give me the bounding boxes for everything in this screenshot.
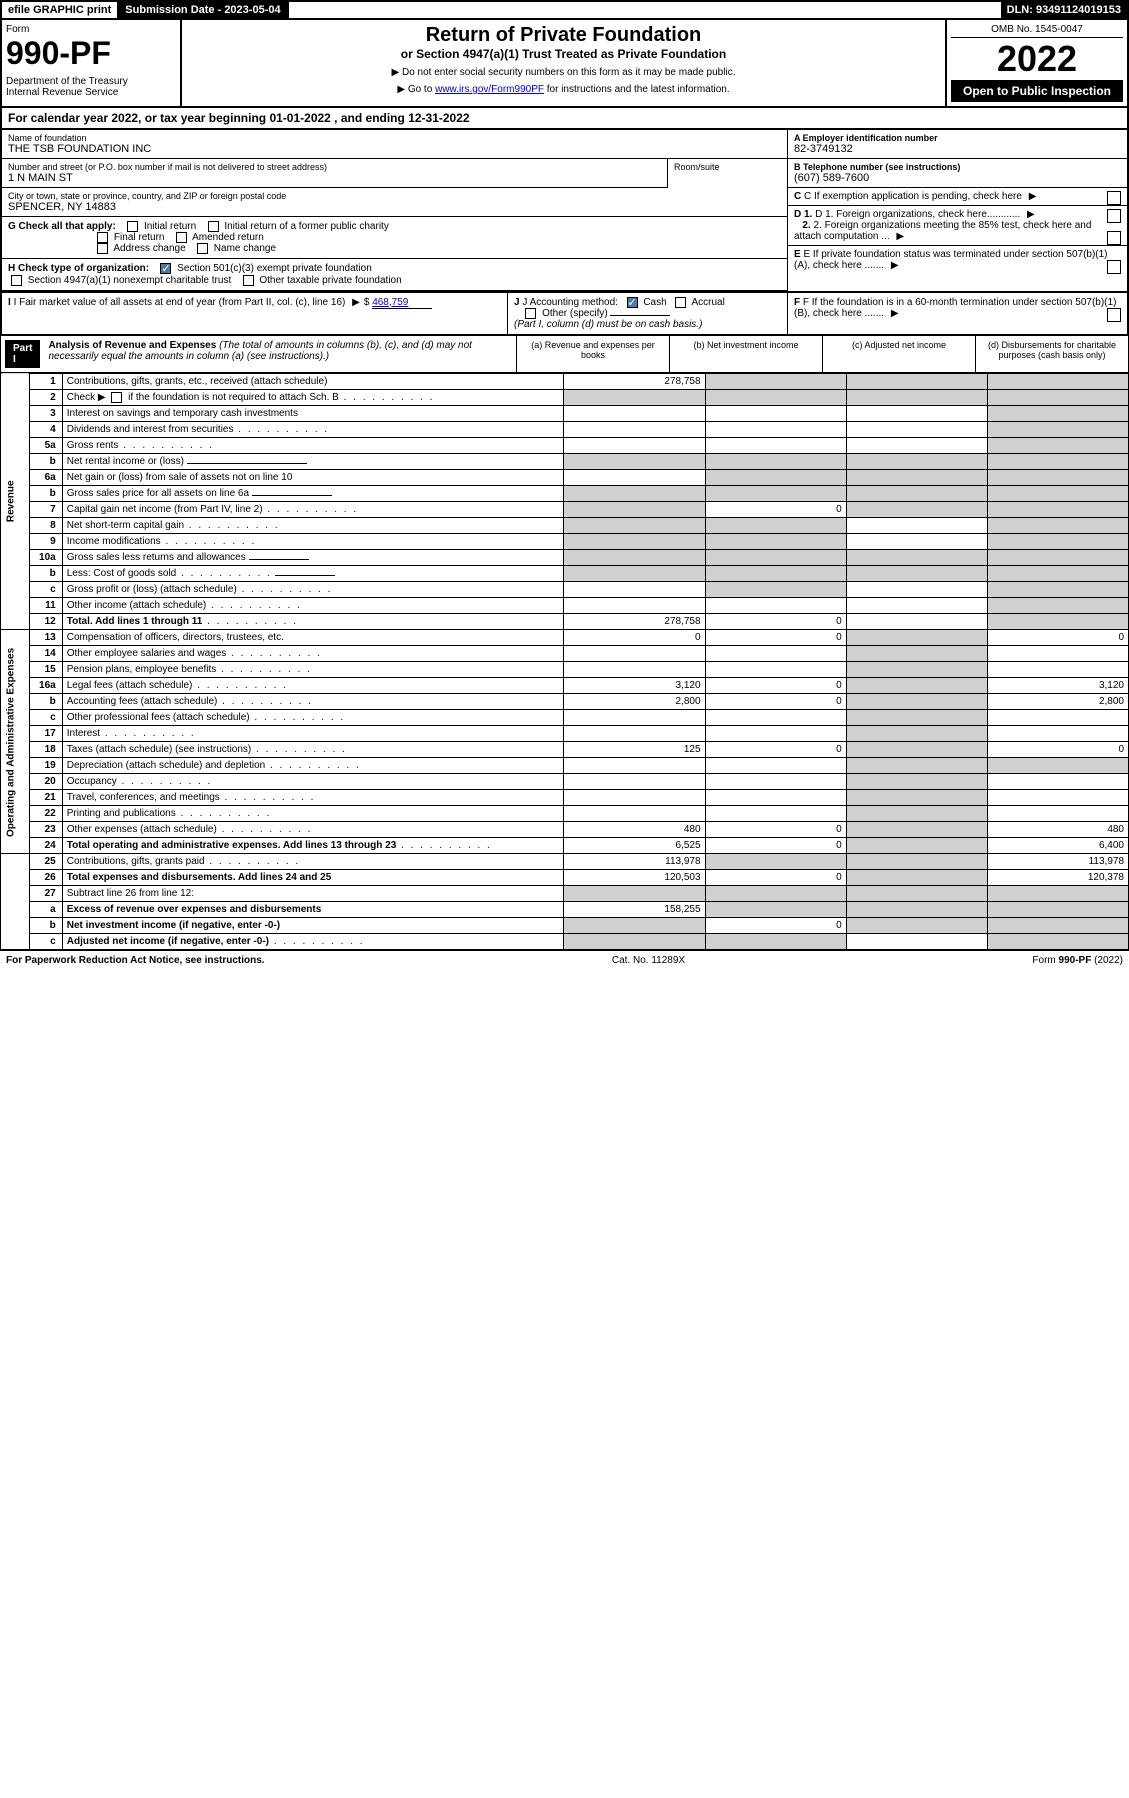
instruction-1: ▶ Do not enter social security numbers o…	[186, 67, 941, 78]
city-state-zip: SPENCER, NY 14883	[8, 201, 781, 213]
form-subtitle: or Section 4947(a)(1) Trust Treated as P…	[186, 47, 941, 61]
checkbox-d1[interactable]	[1107, 209, 1121, 223]
top-bar: efile GRAPHIC print Submission Date - 20…	[0, 0, 1129, 20]
revenue-section-label: Revenue	[1, 373, 30, 629]
submission-date: Submission Date - 2023-05-04	[119, 2, 288, 18]
fmv-value[interactable]: 468,759	[372, 297, 432, 309]
foundation-name: THE TSB FOUNDATION INC	[8, 143, 781, 155]
part1-label: Part I	[5, 340, 40, 368]
checkbox-final-return[interactable]	[97, 232, 108, 243]
checkbox-other-method[interactable]	[525, 308, 536, 319]
checkbox-amended-return[interactable]	[176, 232, 187, 243]
checkbox-f[interactable]	[1107, 308, 1121, 322]
room-suite-label: Room/suite	[667, 159, 787, 188]
ein-label: A Employer identification number	[794, 133, 938, 143]
phone-label: B Telephone number (see instructions)	[794, 162, 960, 172]
city-label: City or town, state or province, country…	[8, 191, 781, 201]
calendar-year-row: For calendar year 2022, or tax year begi…	[0, 108, 1129, 130]
department: Department of the Treasury Internal Reve…	[6, 76, 176, 98]
footer-left: For Paperwork Reduction Act Notice, see …	[6, 955, 265, 966]
section-d: D 1. D 1. Foreign organizations, check h…	[788, 206, 1127, 246]
phone: (607) 589-7600	[794, 172, 1121, 184]
checkbox-accrual[interactable]	[675, 297, 686, 308]
efile-print-button[interactable]: efile GRAPHIC print	[2, 2, 119, 18]
tax-year: 2022	[951, 38, 1123, 80]
page-footer: For Paperwork Reduction Act Notice, see …	[0, 950, 1129, 970]
form-number: 990-PF	[6, 35, 176, 72]
checkbox-initial-former[interactable]	[208, 221, 219, 232]
name-label: Name of foundation	[8, 133, 781, 143]
opex-section-label: Operating and Administrative Expenses	[1, 630, 30, 854]
checkbox-501c3[interactable]	[160, 263, 171, 274]
form-title: Return of Private Foundation	[186, 24, 941, 47]
col-c-header: (c) Adjusted net income	[822, 336, 975, 372]
checkbox-address-change[interactable]	[97, 243, 108, 254]
col-d-header: (d) Disbursements for charitable purpose…	[975, 336, 1128, 372]
irs-link[interactable]: www.irs.gov/Form990PF	[435, 84, 544, 95]
address-label: Number and street (or P.O. box number if…	[8, 162, 661, 172]
checkbox-initial-return[interactable]	[127, 221, 138, 232]
part1-header: Part I Analysis of Revenue and Expenses …	[0, 335, 1129, 373]
section-g: G Check all that apply: Initial return I…	[2, 217, 787, 259]
entity-info: Name of foundation THE TSB FOUNDATION IN…	[0, 130, 1129, 293]
checkbox-c[interactable]	[1107, 191, 1121, 205]
checkbox-d2[interactable]	[1107, 231, 1121, 245]
footer-form: Form 990-PF (2022)	[1032, 955, 1123, 966]
open-to-public: Open to Public Inspection	[951, 80, 1123, 102]
dln: DLN: 93491124019153	[1001, 2, 1127, 18]
checkbox-4947[interactable]	[11, 275, 22, 286]
checkbox-other-taxable[interactable]	[243, 275, 254, 286]
form-header: Form 990-PF Department of the Treasury I…	[0, 20, 1129, 108]
section-c: C C If exemption application is pending,…	[788, 188, 1127, 206]
col-b-header: (b) Net investment income	[669, 336, 822, 372]
section-e: E E If private foundation status was ter…	[788, 246, 1127, 274]
section-ijf: I I Fair market value of all assets at e…	[0, 293, 1129, 335]
checkbox-name-change[interactable]	[197, 243, 208, 254]
checkbox-e[interactable]	[1107, 260, 1121, 274]
ein: 82-3749132	[794, 143, 1121, 155]
checkbox-cash[interactable]	[627, 297, 638, 308]
form-label: Form	[6, 24, 176, 35]
section-h: H Check type of organization: Section 50…	[2, 259, 787, 290]
checkbox-sch-b[interactable]	[111, 392, 122, 403]
omb-number: OMB No. 1545-0047	[951, 24, 1123, 38]
footer-catalog: Cat. No. 11289X	[612, 955, 685, 966]
col-a-header: (a) Revenue and expenses per books	[516, 336, 669, 372]
revenue-expense-table: Revenue 1Contributions, gifts, grants, e…	[0, 373, 1129, 950]
instruction-2: ▶ Go to www.irs.gov/Form990PF for instru…	[186, 84, 941, 95]
address: 1 N MAIN ST	[8, 172, 661, 184]
